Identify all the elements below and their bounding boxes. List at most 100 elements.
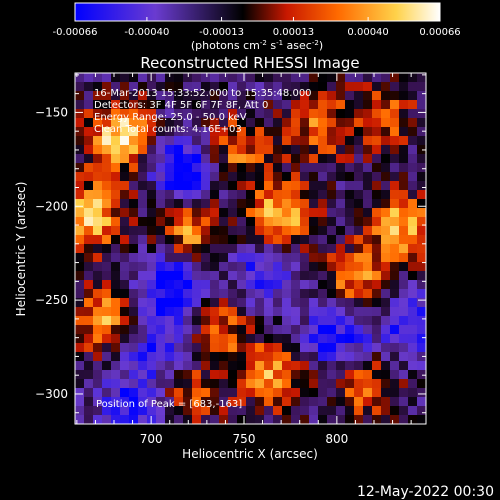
heatmap-cell	[336, 406, 346, 416]
heatmap-cell	[93, 298, 103, 308]
heatmap-cell	[84, 271, 94, 281]
heatmap-cell	[192, 199, 202, 209]
heatmap-cell	[120, 244, 130, 254]
heatmap-cell	[273, 181, 283, 191]
heatmap-cell	[210, 388, 220, 398]
heatmap-cell	[93, 307, 103, 317]
heatmap-cell	[192, 334, 202, 344]
heatmap-cell	[255, 406, 265, 416]
heatmap-cell	[255, 199, 265, 209]
heatmap-cell	[156, 325, 166, 335]
heatmap-cell	[165, 316, 175, 326]
heatmap-cell	[165, 334, 175, 344]
heatmap-cell	[201, 109, 211, 119]
heatmap-cell	[147, 172, 157, 182]
heatmap-cell	[237, 388, 247, 398]
heatmap-cell	[237, 199, 247, 209]
heatmap-cell	[156, 262, 166, 272]
heatmap-cell	[111, 199, 121, 209]
heatmap-cell	[183, 280, 193, 290]
heatmap-cell	[417, 100, 426, 110]
heatmap-cell	[327, 190, 337, 200]
heatmap-cell	[201, 82, 211, 92]
heatmap-cell	[327, 226, 337, 236]
heatmap-cell	[417, 415, 426, 424]
heatmap-cell	[201, 325, 211, 335]
heatmap-cell	[210, 316, 220, 326]
heatmap-cell	[147, 118, 157, 128]
heatmap-cell	[300, 91, 310, 101]
heatmap-cell	[237, 100, 247, 110]
heatmap-cell	[129, 307, 139, 317]
heatmap-cell	[291, 235, 301, 245]
heatmap-cell	[138, 388, 148, 398]
heatmap-cell	[363, 217, 373, 227]
heatmap-cell	[129, 73, 139, 83]
heatmap-cell	[165, 262, 175, 272]
heatmap-cell	[372, 289, 382, 299]
heatmap-cell	[300, 262, 310, 272]
heatmap-cell	[291, 82, 301, 92]
heatmap-cell	[147, 181, 157, 191]
heatmap-cell	[336, 370, 346, 380]
heatmap-cell	[201, 190, 211, 200]
heatmap-cell	[219, 235, 229, 245]
heatmap-cell	[84, 73, 94, 83]
heatmap-cell	[129, 379, 139, 389]
heatmap-cell	[381, 298, 391, 308]
heatmap-cell	[174, 136, 184, 146]
heatmap-cell	[138, 262, 148, 272]
heatmap-cell	[237, 298, 247, 308]
heatmap-cell	[345, 253, 355, 263]
heatmap-cell	[84, 361, 94, 371]
heatmap-cell	[327, 109, 337, 119]
heatmap-cell	[309, 289, 319, 299]
heatmap-cell	[273, 217, 283, 227]
heatmap-cell	[273, 136, 283, 146]
heatmap-cell	[93, 406, 103, 416]
heatmap-cell	[336, 343, 346, 353]
annotation-block: 16-Mar-2013 15:33:52.000 to 15:35:48.000…	[94, 88, 312, 135]
heatmap-cell	[174, 307, 184, 317]
heatmap-cell	[183, 307, 193, 317]
heatmap-cell	[399, 262, 409, 272]
heatmap-cell	[264, 289, 274, 299]
heatmap-cell	[255, 127, 265, 137]
heatmap-cell	[390, 307, 400, 317]
heatmap-cell	[174, 181, 184, 191]
heatmap-cell	[372, 154, 382, 164]
heatmap-cell	[309, 280, 319, 290]
heatmap-cell	[273, 289, 283, 299]
heatmap-cell	[219, 136, 229, 146]
heatmap-cell	[390, 379, 400, 389]
heatmap-cell	[381, 415, 391, 424]
heatmap-cell	[318, 73, 328, 83]
heatmap-cell	[210, 190, 220, 200]
heatmap-cell	[300, 325, 310, 335]
heatmap-cell	[300, 181, 310, 191]
heatmap-cell	[84, 163, 94, 173]
heatmap-cell	[282, 226, 292, 236]
heatmap-cell	[309, 379, 319, 389]
heatmap-cell	[210, 352, 220, 362]
heatmap-cell	[300, 361, 310, 371]
heatmap-cell	[318, 280, 328, 290]
heatmap-cell	[327, 415, 337, 424]
heatmap-cell	[264, 325, 274, 335]
heatmap-cell	[219, 271, 229, 281]
heatmap-cell	[174, 334, 184, 344]
heatmap-cell	[327, 406, 337, 416]
heatmap-cell	[408, 226, 418, 236]
heatmap-cell	[390, 280, 400, 290]
heatmap-cell	[174, 73, 184, 83]
heatmap-cell	[84, 298, 94, 308]
heatmap-cell	[192, 226, 202, 236]
heatmap-cell	[273, 343, 283, 353]
heatmap-cell	[147, 154, 157, 164]
heatmap-cell	[255, 217, 265, 227]
heatmap-cell	[399, 82, 409, 92]
heatmap-cell	[354, 271, 364, 281]
heatmap-cell	[390, 100, 400, 110]
heatmap-cell	[255, 190, 265, 200]
heatmap-cell	[408, 262, 418, 272]
